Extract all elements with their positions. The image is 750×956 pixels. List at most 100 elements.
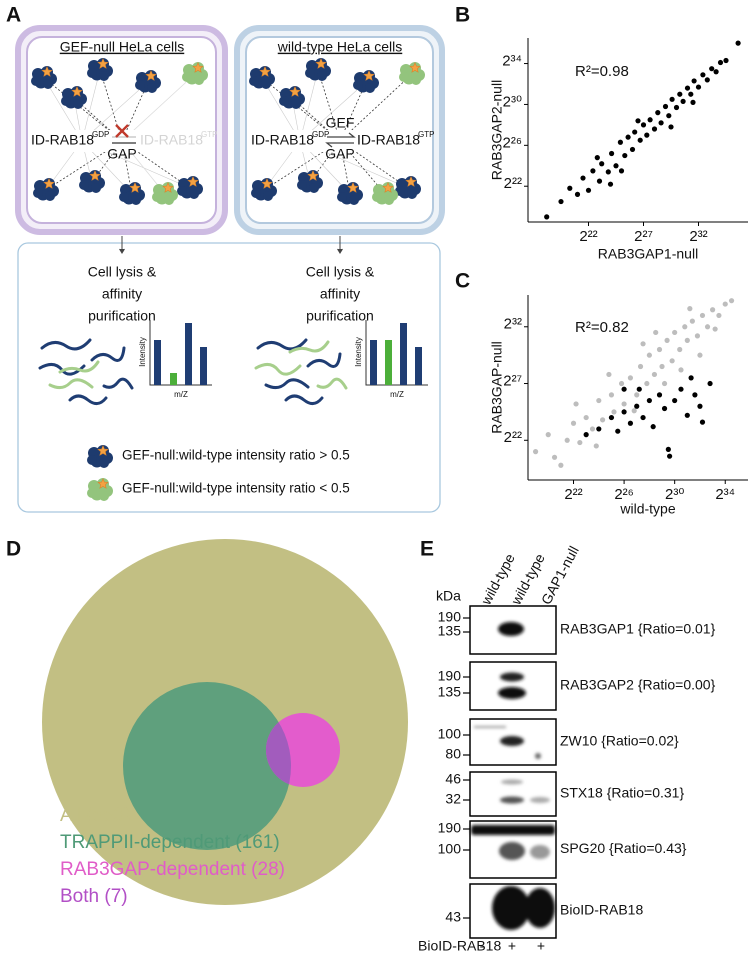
process-text: purification [88,308,156,324]
protein-lobe [99,71,109,81]
point [713,69,719,75]
point [658,120,664,126]
ms-x-label: m/Z [390,390,404,399]
point [596,178,603,184]
point [615,428,621,434]
venn [42,539,408,905]
protein-lobe [135,80,145,90]
point [567,185,573,191]
ms-plot-left [149,320,212,386]
protein-retained [395,176,421,199]
protein-retained [337,182,363,205]
point [700,72,706,78]
state-label: GDP [92,130,109,139]
protein-lobe [182,72,192,82]
point [697,403,703,409]
point [665,446,671,452]
legend-text: GEF-null:wild-type intensity ratio < 0.5 [122,481,350,496]
point [664,337,670,343]
point [699,312,706,319]
bait-tag [192,62,204,73]
protein-lobe [384,195,394,205]
x-axis-label: wild-type [619,501,675,517]
point [661,405,668,412]
point [644,380,650,387]
protein-retained [177,176,203,199]
protein-lobe [45,191,55,201]
point [650,424,656,430]
protein-retained [119,182,145,205]
peptides-left [38,338,134,405]
point [646,397,652,404]
protein-retained [135,70,161,93]
sign: + [508,938,516,954]
protein-label-faded: ID-RAB18 [140,132,203,148]
protein-lobe [261,79,271,89]
interaction-line [45,140,123,191]
protein-depleted [152,182,178,205]
point [640,122,647,128]
protein-lobe [177,186,187,196]
point [653,329,659,336]
point [608,392,615,398]
exchange-arrows [325,132,356,148]
point [709,307,716,313]
bait-tag [405,176,417,187]
point [677,91,683,97]
process-text: affinity [102,286,142,302]
protein-lobe [87,488,97,498]
point [692,392,698,398]
proteins [31,58,425,205]
point [573,401,579,407]
x-tick-label: 2³² [689,228,707,245]
point [627,375,634,381]
bait-tag [259,66,271,77]
gef-label: GEF [326,115,355,131]
x-tick-label: 2²⁶ [614,486,634,503]
protein-lobe [79,180,89,190]
venn-legend: TRAPPII-dependent (161) [60,832,280,853]
bait-tag [363,70,375,81]
point [607,181,614,187]
point [651,371,658,378]
point [699,419,706,425]
y-tick-label: 2³² [504,316,522,333]
bait-tag [145,70,157,81]
point [635,118,641,124]
bait-tag [71,86,83,97]
point [694,333,701,339]
bait-tag [315,58,327,69]
point [606,371,612,378]
point [596,426,602,432]
point [634,392,640,398]
point [589,426,596,432]
point [631,408,637,414]
point [689,318,695,324]
state-label: GDP [312,130,329,139]
point [735,40,741,46]
point [599,417,606,423]
bait-tag [41,66,53,77]
protein-retained [79,170,105,193]
bands [471,622,555,930]
point [545,432,551,438]
blot-label: BioID-RAB18 [560,902,643,918]
protein-label: ID-RAB18 [357,132,420,148]
interaction-line [339,73,413,142]
protein-lobe [291,99,301,109]
protein-retained [31,66,57,89]
point [583,432,589,438]
point [704,324,711,330]
point [585,187,592,193]
interaction-line [317,69,341,142]
panel-letter: E [420,538,434,561]
process-text: Cell lysis & [88,264,157,280]
y-tick-label: 2²⁶ [502,134,522,151]
legend-text: GEF-null:wild-type intensity ratio > 0.5 [122,448,350,463]
protein-lobe [119,192,129,202]
protein-label: ID-RAB18 [251,132,314,148]
bait-tag [187,176,199,187]
protein-lobe [365,83,375,93]
interaction-line [99,69,123,142]
